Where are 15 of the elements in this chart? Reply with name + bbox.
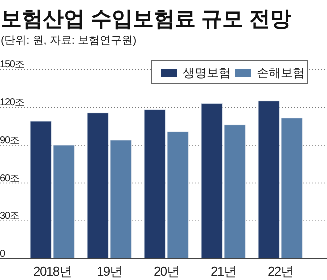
x-tick-label: 19년 [96,264,122,279]
y-tick-label: 150조 [0,60,25,71]
x-tick-label: 22년 [268,264,294,279]
legend-label: 손해보험 [257,66,305,80]
legend-label: 생명보험 [183,66,231,80]
y-tick-label: 30조 [0,211,20,222]
x-tick-label: 2018년 [34,264,72,279]
y-tick-label: 0 [0,249,6,260]
y-tick-label: 120조 [0,98,25,109]
x-tick-label: 21년 [210,264,236,279]
x-tick-label: 20년 [154,264,180,279]
chart-title: 보험산업 수입보험료 규모 전망 [1,8,292,31]
chart-subtitle: (단위: 원, 자료: 보험연구원) [1,35,137,47]
y-tick-label: 90조 [0,135,20,146]
y-tick-label: 60조 [0,173,20,184]
